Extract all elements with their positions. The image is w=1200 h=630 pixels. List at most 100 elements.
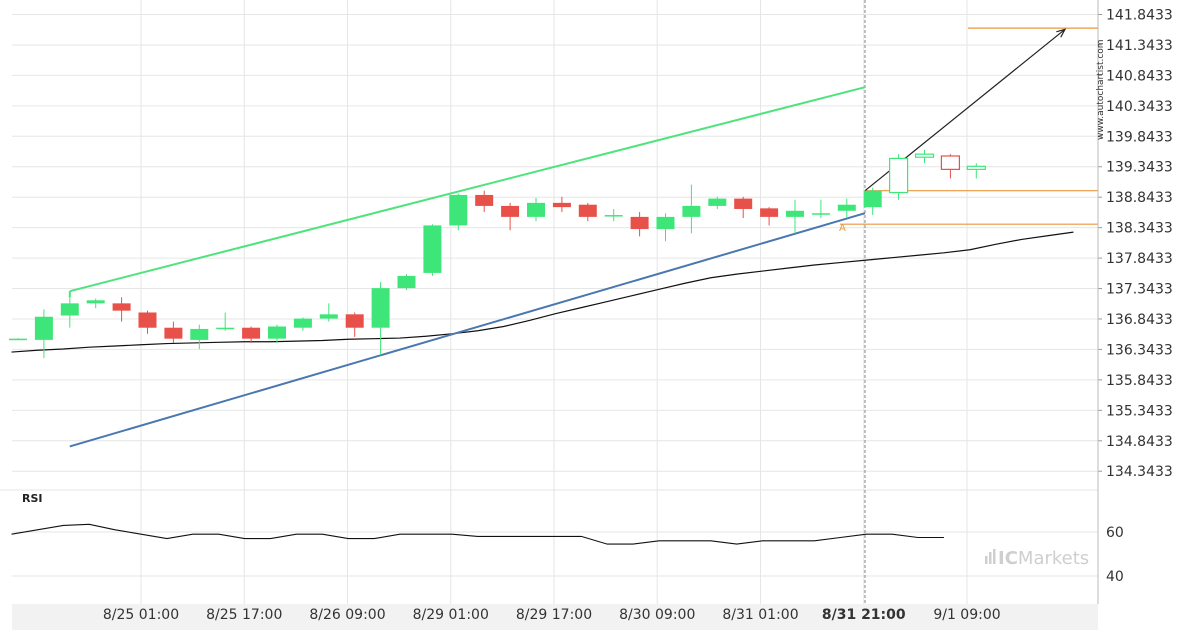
- candle: [863, 187, 882, 216]
- candle-body: [293, 318, 312, 328]
- candle-body: [837, 204, 856, 211]
- candle-body: [630, 216, 649, 230]
- candle: [552, 196, 571, 213]
- x-tick-label: 8/25 17:00: [206, 607, 282, 623]
- x-tick-label: 8/29 17:00: [516, 607, 592, 623]
- breakout-arrow-head: [1056, 28, 1067, 38]
- svg-text:ICMarkets: ICMarkets: [998, 548, 1089, 569]
- candle: [449, 193, 468, 231]
- candle: [734, 196, 753, 219]
- y-tick-label: 138.8433: [1106, 190, 1173, 206]
- candle: [760, 207, 779, 226]
- candle-body: [216, 327, 235, 330]
- candle: [837, 198, 856, 219]
- watermark-text: www.autochartist.com: [1096, 39, 1106, 140]
- grid-lines: [0, 0, 1098, 630]
- x-tick-label: 8/26 09:00: [309, 607, 385, 623]
- candle-body: [786, 210, 804, 217]
- x-tick-label: 8/31 01:00: [722, 607, 798, 623]
- candle-body: [708, 198, 727, 206]
- candle: [319, 303, 338, 322]
- candle: [164, 321, 183, 343]
- x-tick-label: 8/31 21:00: [822, 607, 906, 623]
- logo-bars-icon: [985, 549, 996, 564]
- rsi-line: [11, 523, 944, 545]
- candle: [501, 202, 520, 231]
- y-tick-label: 138.3433: [1106, 221, 1173, 237]
- y-tick-label: 137.3433: [1106, 282, 1173, 298]
- candle-body: [86, 300, 105, 304]
- y-tick-label: 139.3433: [1106, 160, 1173, 176]
- candle: [34, 309, 53, 359]
- candle-body: [552, 202, 571, 208]
- candle: [475, 190, 494, 213]
- candle: [138, 310, 157, 334]
- candle-body: [397, 275, 416, 289]
- candle-body: [966, 165, 986, 170]
- y-tick-label: 139.8433: [1106, 129, 1173, 145]
- candle-body: [319, 314, 338, 319]
- candle: [786, 199, 804, 234]
- candle: [578, 202, 597, 222]
- candle-body: [268, 326, 286, 339]
- candle-body: [501, 205, 520, 217]
- candle: [242, 326, 261, 343]
- y-tick-label: 134.3433: [1106, 464, 1173, 480]
- icmarkets-logo: ICMarkets: [985, 548, 1089, 569]
- candle: [630, 212, 649, 237]
- candle: [268, 324, 286, 343]
- candle-body: [164, 327, 183, 339]
- y-tick-label: 141.3433: [1106, 38, 1173, 54]
- y-tick-label: 140.8433: [1106, 68, 1173, 84]
- upper-trend-line: [69, 86, 866, 293]
- y-tick-label: 140.3433: [1106, 99, 1173, 115]
- moving-average: [11, 231, 1074, 353]
- candle-body: [475, 194, 494, 206]
- rsi-title: RSI: [22, 492, 43, 505]
- pattern-lines: A: [68, 27, 1098, 448]
- candle: [708, 196, 727, 209]
- axes: 141.8433 141.3433 140.8433 140.3433 139.8433…: [103, 0, 1173, 623]
- rsi-panel: RSI: [11, 492, 944, 545]
- candle: [811, 199, 830, 219]
- candle-body: [345, 314, 364, 328]
- x-tick-label: 9/1 09:00: [933, 607, 1000, 623]
- candle: [190, 324, 209, 350]
- rsi-tick-label: 40: [1106, 569, 1124, 585]
- candle-body: [9, 338, 27, 341]
- candle: [656, 213, 675, 242]
- candle-body: [60, 303, 79, 316]
- rsi-tick-label: 60: [1106, 525, 1124, 541]
- y-tick-label: 136.3433: [1106, 342, 1173, 358]
- candle-body: [940, 155, 961, 170]
- candle-body: [527, 202, 545, 217]
- candle-body: [34, 316, 53, 340]
- y-tick-label: 135.8433: [1106, 373, 1173, 389]
- candle-body: [811, 213, 830, 215]
- marker-label: A: [839, 223, 846, 234]
- logo-text-ic: IC: [998, 548, 1018, 569]
- y-tick-label: 134.8433: [1106, 434, 1173, 450]
- candle-body: [863, 190, 882, 208]
- candle: [423, 224, 442, 276]
- candle: [345, 312, 364, 337]
- candle: [940, 154, 961, 179]
- candle-body: [371, 288, 390, 328]
- candle-body: [760, 208, 779, 217]
- x-axis-band: [12, 604, 1098, 630]
- candle-body: [138, 312, 157, 328]
- candle-body: [578, 204, 597, 217]
- candle: [527, 198, 545, 222]
- candle-body: [888, 157, 909, 194]
- y-tick-label: 135.3433: [1106, 403, 1173, 419]
- x-tick-label: 8/29 01:00: [413, 607, 489, 623]
- candles: [9, 149, 986, 359]
- x-tick-label: 8/25 01:00: [103, 607, 179, 623]
- candle: [397, 274, 416, 290]
- candle: [966, 163, 986, 179]
- candle-body: [734, 198, 753, 209]
- logo-text-markets: Markets: [1018, 548, 1089, 569]
- candle: [216, 312, 235, 331]
- candle: [293, 317, 312, 331]
